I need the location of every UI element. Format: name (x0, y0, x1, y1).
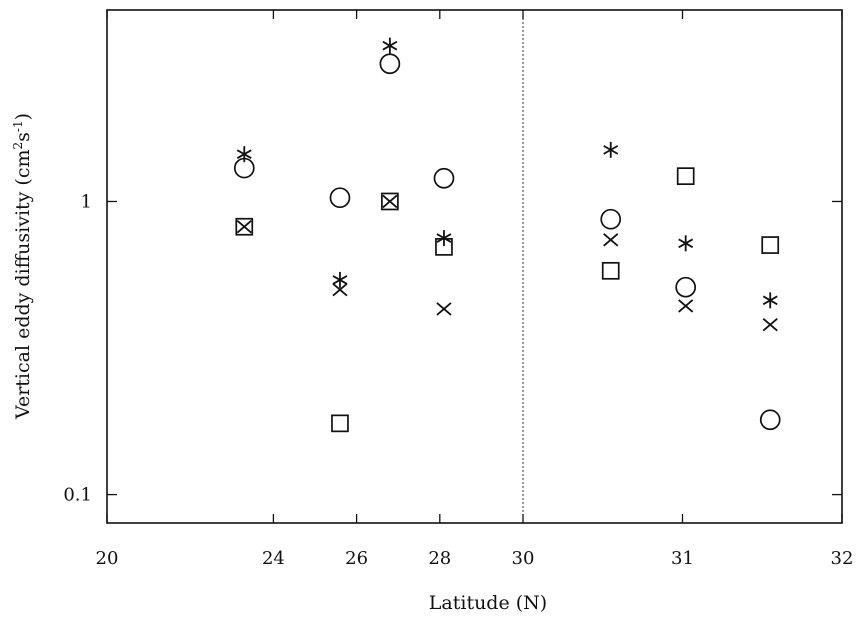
star-marker (382, 37, 398, 54)
data-markers (233, 37, 781, 433)
square-marker (331, 414, 349, 433)
y-axis-title: Vertical eddy diffusivity (cm2s-1) (11, 113, 34, 420)
circle-marker (600, 208, 622, 230)
circle-marker (759, 409, 781, 431)
y-axis-title-main: Vertical eddy diffusivity (cm (12, 149, 34, 420)
square-marker (676, 167, 695, 186)
x-marker (678, 299, 694, 313)
plot-frame (106, 9, 843, 524)
star-marker (332, 271, 348, 288)
star-marker (603, 141, 619, 158)
y-tick-label: 1 (81, 191, 92, 212)
star-marker (762, 292, 778, 309)
circle-marker (675, 276, 697, 298)
y-axis-title-sup2: -1 (11, 120, 25, 132)
x-tick-labels: 20 24 26 28 30 31 32 (96, 548, 854, 569)
x-marker (762, 317, 778, 332)
x-tick-label: 20 (96, 548, 119, 569)
x-marker (382, 194, 398, 209)
circle-marker (379, 53, 401, 75)
x-axis-title: Latitude (N) (429, 592, 547, 614)
circle-marker (433, 167, 455, 189)
circle-marker (233, 157, 255, 179)
x-tick-label: 28 (428, 548, 451, 569)
x-marker (603, 233, 619, 247)
x-marker (236, 220, 252, 234)
x-tick-label: 30 (512, 548, 535, 569)
circle-marker (329, 187, 351, 209)
x-tick-label: 32 (831, 548, 854, 569)
star-marker (678, 235, 694, 252)
square-marker (381, 192, 399, 211)
axis-ticks (106, 10, 843, 523)
x-marker (332, 283, 348, 297)
star-marker (236, 146, 252, 163)
square-marker (761, 236, 780, 254)
y-axis-title-end: ) (12, 113, 34, 120)
square-marker (235, 217, 254, 236)
square-marker (435, 238, 453, 256)
y-axis-title-sup1: 2 (11, 142, 25, 150)
x-tick-label: 26 (345, 548, 368, 569)
x-marker (436, 302, 452, 316)
y-axis-title-mid: s (12, 132, 34, 142)
x-tick-label: 31 (671, 548, 694, 569)
y-tick-labels: 0.11 (63, 191, 92, 505)
x-tick-label: 24 (262, 548, 285, 569)
y-tick-label: 0.1 (63, 485, 92, 506)
square-marker (601, 261, 620, 280)
